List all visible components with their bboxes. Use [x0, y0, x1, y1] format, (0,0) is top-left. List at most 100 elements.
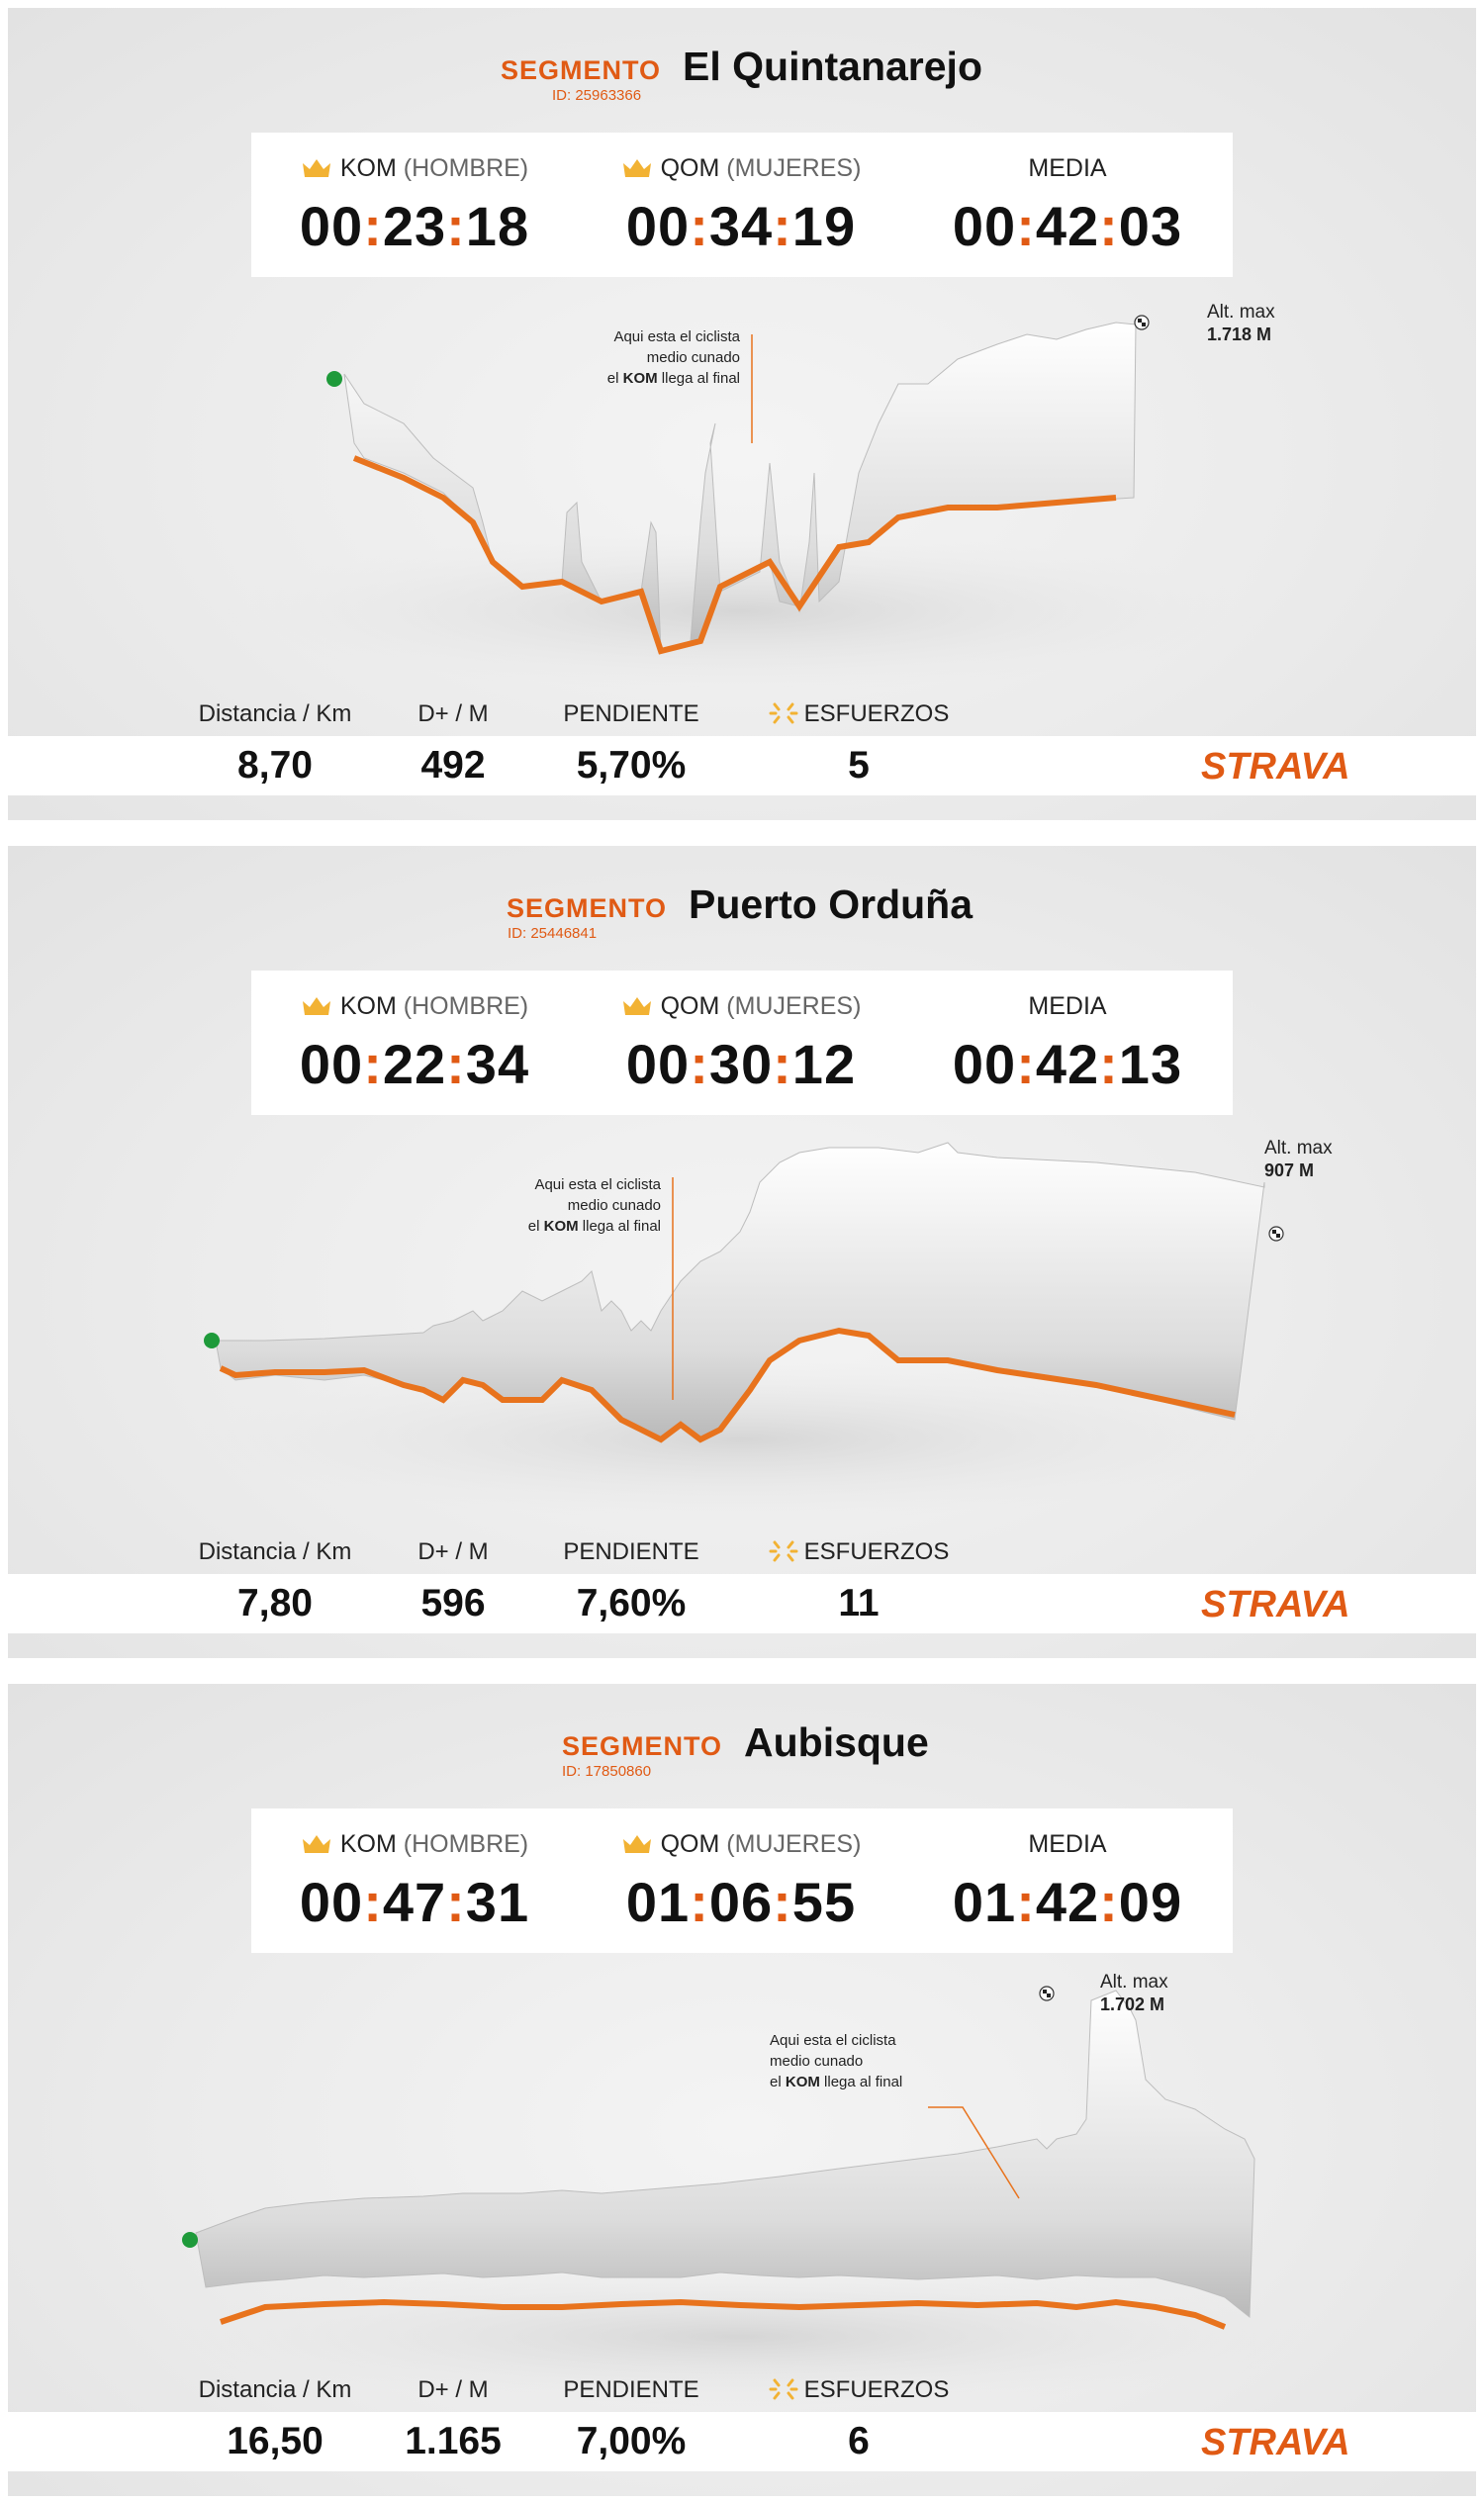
media-seconds: 03: [1118, 195, 1183, 257]
media-time: MEDIA 01:42:09: [952, 1830, 1183, 1933]
crown-icon: [302, 997, 330, 1015]
kom-seconds: 18: [465, 195, 530, 257]
qom-time: QOM (MUJERES) 00:34:19: [578, 133, 904, 277]
finish-flag-icon: [1039, 1986, 1055, 2001]
kom-time: KOM (HOMBRE) 00:47:31: [299, 1830, 530, 1933]
kom-label: KOM: [339, 1830, 397, 1858]
elevation-label: D+ / M: [417, 1538, 489, 1565]
efforts-value: 6: [848, 2420, 870, 2462]
kom-hours: 00: [299, 1871, 364, 1933]
media-label: MEDIA: [1028, 992, 1107, 1020]
kom-sub: (HOMBRE): [403, 154, 529, 182]
segment-name: Aubisque: [744, 1719, 929, 1765]
qom-sub: (MUJERES): [726, 154, 862, 182]
qom-seconds: 12: [791, 1033, 857, 1095]
distance-value: 16,50: [227, 2420, 324, 2462]
times-box: KOM (HOMBRE) 00:22:34 QOM (MUJERES) 00:3…: [251, 971, 1233, 1115]
kom-minutes: 22: [382, 1033, 447, 1095]
qom-hours: 01: [625, 1871, 691, 1933]
elevation-value: 492: [420, 744, 486, 787]
start-marker: [204, 1333, 220, 1348]
qom-minutes: 06: [708, 1871, 774, 1933]
kom-label: KOM: [339, 154, 397, 182]
elevation-profile-3: [146, 1986, 1334, 2406]
media-time: MEDIA 00:42:03: [952, 154, 1183, 257]
media-label: MEDIA: [1028, 1830, 1107, 1858]
efforts-value: 5: [848, 744, 870, 787]
distance-label: Distancia / Km: [198, 700, 352, 727]
segment-card-1: SEGMENTO ID: 25963366 El Quintanarejo KO…: [8, 8, 1476, 820]
segment-id: ID: 17850860: [562, 1763, 652, 1780]
distance-label: Distancia / Km: [198, 2376, 352, 2403]
gradient-value: 5,70%: [576, 744, 687, 787]
alt-max: Alt. max 1.702 M: [1100, 1972, 1168, 2014]
efforts-label: ESFUERZOS: [760, 700, 958, 728]
kom-hours: 00: [299, 1033, 364, 1095]
media-minutes: 42: [1035, 195, 1100, 257]
times-box: KOM (HOMBRE) 00:23:18 QOM (MUJERES) 00:3…: [251, 133, 1233, 277]
elevation-value: 1.165: [405, 2420, 502, 2462]
stats-bar: 7,80 596 7,60% 11 STRAVA: [8, 1574, 1476, 1633]
segment-label: SEGMENTO: [507, 893, 668, 923]
segment-card-3: SEGMENTO ID: 17850860 Aubisque KOM (HOMB…: [8, 1684, 1476, 2496]
qom-time: QOM (MUJERES) 01:06:55: [578, 1808, 904, 1953]
svg-text:STRAVA: STRAVA: [1201, 2422, 1350, 2459]
efforts-value: 11: [838, 1582, 880, 1624]
crown-icon: [622, 1835, 651, 1853]
qom-label: QOM: [660, 1830, 720, 1858]
media-seconds: 09: [1118, 1871, 1183, 1933]
qom-hours: 00: [625, 1033, 691, 1095]
gradient-label: PENDIENTE: [563, 1538, 699, 1565]
kom-sub: (HOMBRE): [403, 992, 529, 1020]
start-marker: [326, 371, 342, 387]
alt-max: Alt. max 1.718 M: [1207, 302, 1275, 344]
segment-name: El Quintanarejo: [683, 44, 982, 89]
qom-label: QOM: [660, 992, 720, 1020]
qom-minutes: 34: [708, 195, 774, 257]
times-box: KOM (HOMBRE) 00:47:31 QOM (MUJERES) 01:0…: [251, 1808, 1233, 1953]
gradient-value: 7,00%: [576, 2420, 687, 2462]
media-minutes: 42: [1035, 1033, 1100, 1095]
media-label: MEDIA: [1028, 154, 1107, 182]
segment-id: ID: 25963366: [552, 87, 642, 104]
alt-max: Alt. max 907 M: [1264, 1138, 1333, 1180]
strava-logo: STRAVA: [1201, 1584, 1350, 1622]
media-time: MEDIA 00:42:13: [952, 992, 1183, 1095]
stats-labels: Distancia / Km D+ / M PENDIENTE ESFUERZO…: [8, 2376, 1476, 2416]
media-hours: 00: [952, 1033, 1017, 1095]
qom-seconds: 19: [791, 195, 857, 257]
strava-logo: STRAVA: [1201, 2422, 1350, 2459]
elevation-value: 596: [420, 1582, 486, 1624]
strava-logo: STRAVA: [1201, 746, 1350, 784]
qom-time: QOM (MUJERES) 00:30:12: [578, 971, 904, 1115]
qom-seconds: 55: [791, 1871, 857, 1933]
distance-label: Distancia / Km: [198, 1538, 352, 1565]
efforts-label: ESFUERZOS: [760, 1538, 958, 1566]
crown-icon: [622, 997, 651, 1015]
qom-label: QOM: [660, 154, 720, 182]
segment-name: Puerto Orduña: [689, 881, 974, 927]
gradient-label: PENDIENTE: [563, 700, 699, 727]
segment-title: SEGMENTO ID: 25963366 El Quintanarejo: [8, 44, 1476, 113]
segment-label: SEGMENTO: [562, 1731, 723, 1761]
svg-text:STRAVA: STRAVA: [1201, 746, 1350, 784]
segment-id: ID: 25446841: [508, 925, 598, 942]
kom-time: KOM (HOMBRE) 00:22:34: [299, 992, 530, 1095]
elevation-label: D+ / M: [417, 2376, 489, 2403]
kom-label: KOM: [339, 992, 397, 1020]
crown-icon: [302, 159, 330, 177]
kom-time: KOM (HOMBRE) 00:23:18: [299, 154, 530, 257]
segment-label: SEGMENTO: [501, 55, 662, 85]
annotation-line: [928, 2106, 1020, 2199]
qom-sub: (MUJERES): [726, 1830, 862, 1858]
stats-bar: 8,70 492 5,70% 5 STRAVA: [8, 736, 1476, 795]
distance-value: 8,70: [237, 744, 313, 787]
kom-annotation: Aqui esta el ciclista medio cunado el KO…: [606, 328, 740, 387]
media-hours: 01: [952, 1871, 1017, 1933]
sparkle-icon: [769, 702, 798, 724]
elevation-profile-2: [186, 1142, 1294, 1519]
media-hours: 00: [952, 195, 1017, 257]
stats-bar: 16,50 1.165 7,00% 6 STRAVA: [8, 2412, 1476, 2471]
distance-value: 7,80: [237, 1582, 313, 1624]
crown-icon: [302, 1835, 330, 1853]
